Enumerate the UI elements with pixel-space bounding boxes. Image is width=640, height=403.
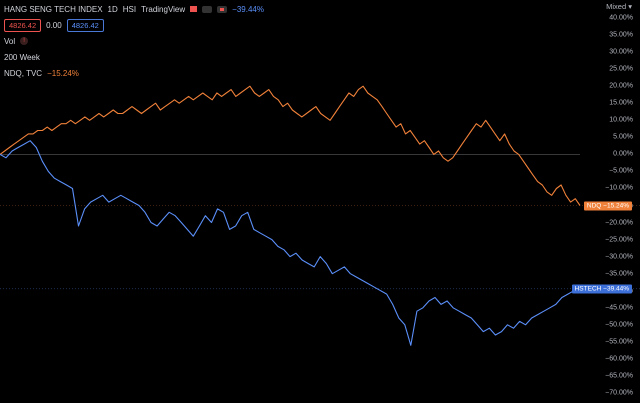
hstech-tag-label: HSTECH (574, 285, 602, 293)
scale-mode-dropdown[interactable]: Mixed ▾ (606, 2, 632, 11)
week-label: 200 Week (4, 52, 40, 62)
symbol-title[interactable]: HANG SENG TECH INDEX (4, 4, 103, 14)
y-tick-label: −35.00% (605, 270, 633, 278)
exchange-label: HSI (122, 4, 137, 14)
hstech-price-tag: HSTECH −39.44% (571, 284, 632, 294)
series-line-ndq (0, 85, 581, 206)
vol-indicator-row[interactable]: Vol ! (4, 34, 269, 48)
scale-mode-label: Mixed (606, 2, 627, 11)
y-tick-label: −65.00% (605, 372, 633, 380)
y-tick-label: −70.00% (605, 389, 633, 397)
y-tick-label: −55.00% (605, 338, 633, 346)
symbol-header-row: HANG SENG TECH INDEX 1D HSI TradingView … (4, 2, 269, 16)
spread-value: 0.00 (46, 20, 62, 30)
warning-icon[interactable]: ! (20, 37, 29, 45)
series-line-hstech (0, 140, 581, 346)
compare-symbol: NDQ, TVC (4, 68, 43, 78)
chart-legend: HANG SENG TECH INDEX 1D HSI TradingView … (4, 2, 269, 82)
buy-price-button[interactable]: 4826.42 (66, 18, 104, 32)
chevron-down-icon: ▾ (628, 2, 632, 11)
eye-toggle-icon[interactable] (202, 5, 213, 13)
ndq-tag-label: NDQ (586, 202, 602, 209)
change-percent: −39.44% (232, 4, 264, 14)
hstech-tag-value: −39.44% (603, 285, 629, 293)
compare-change: −15.24% (47, 68, 79, 78)
y-tick-label: −60.00% (605, 355, 633, 363)
interval-label[interactable]: 1D (107, 4, 118, 14)
price-row: 4826.42 0.00 4826.42 (4, 18, 269, 32)
y-tick-label: 15.00% (609, 99, 633, 107)
y-tick-label: 5.00% (613, 133, 633, 141)
y-tick-label: −25.00% (605, 236, 633, 244)
flag-icon[interactable] (190, 6, 198, 12)
y-tick-label: −45.00% (605, 304, 633, 312)
y-tick-label: 25.00% (609, 65, 633, 73)
ndq-tag-value: −15.24% (603, 202, 629, 209)
y-tick-label: 35.00% (609, 31, 633, 39)
y-tick-label: 20.00% (609, 82, 633, 90)
compare-row[interactable]: NDQ, TVC −15.24% (4, 66, 269, 80)
y-tick-label: 40.00% (609, 14, 633, 22)
y-tick-label: −30.00% (605, 253, 633, 261)
vol-label: Vol (4, 36, 16, 46)
ndq-price-tag: NDQ −15.24% (583, 201, 632, 210)
source-label: TradingView (141, 4, 186, 14)
y-tick-label: 10.00% (609, 116, 633, 124)
alert-icon[interactable] (217, 5, 228, 13)
sell-price-button[interactable]: 4826.42 (4, 18, 42, 32)
y-tick-label: −5.00% (609, 167, 633, 175)
y-tick-label: 30.00% (609, 48, 633, 56)
y-tick-label: 0.00% (613, 150, 633, 158)
y-tick-label: −50.00% (605, 321, 633, 329)
y-tick-label: −20.00% (605, 219, 633, 227)
week-indicator-row[interactable]: 200 Week (4, 50, 269, 64)
y-tick-label: −10.00% (605, 184, 633, 192)
